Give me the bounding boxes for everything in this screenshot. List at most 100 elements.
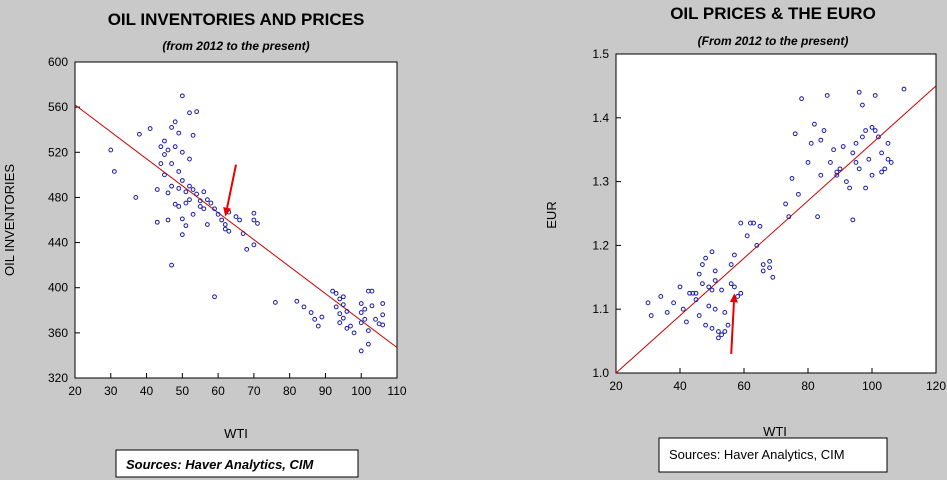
chart2-point (703, 322, 708, 328)
chart1-point (162, 152, 167, 157)
chart1-ytick-label: 400 (48, 281, 68, 295)
chart1-point (215, 211, 221, 217)
chart1-point (340, 302, 346, 308)
chart1-point (108, 147, 114, 153)
chart1-ytick-label: 560 (48, 100, 68, 114)
chart2-xtick-label: 20 (609, 379, 623, 393)
chart1-point (201, 206, 207, 212)
chart1-point (219, 217, 225, 223)
chart2-point (853, 160, 859, 165)
chart1-point (351, 330, 357, 336)
chart1-point (176, 130, 182, 136)
chart2-point (706, 284, 712, 290)
chart1-xtick-label: 110 (387, 384, 406, 398)
chart1-source-box (115, 449, 359, 478)
chart1-xtick-label: 80 (283, 384, 297, 398)
chart1-point (251, 217, 257, 223)
chart2-point (860, 102, 865, 108)
chart1-point (358, 348, 364, 354)
chart1-point (240, 231, 246, 236)
chart1-point (333, 304, 339, 310)
chart1-trendline (74, 104, 398, 348)
chart1-point (179, 216, 185, 222)
chart1-ytick-label: 600 (48, 55, 68, 69)
chart2-point (664, 309, 670, 315)
chart2-arrow-head (729, 293, 738, 303)
chart2-point (888, 160, 894, 165)
chart2-ytick-label: 1.4 (592, 111, 609, 125)
chart1-point (337, 296, 343, 302)
chart1-point (176, 186, 182, 191)
chart2-point (760, 268, 766, 274)
chart2-point (828, 160, 833, 165)
chart2-point (853, 140, 859, 146)
chart1-point (251, 210, 257, 216)
chart2-point (812, 121, 817, 127)
chart1-point (172, 119, 178, 125)
chart1-point (197, 204, 203, 209)
chart2-point (818, 172, 824, 178)
chart1-point (187, 183, 192, 189)
chart1-trendline-line (74, 104, 398, 348)
chart2-point (856, 166, 862, 172)
chart1-ytick-label: 520 (48, 145, 68, 159)
chart1-title: OIL INVENTORIES AND PRICES (108, 10, 365, 29)
chart1-point (179, 178, 185, 183)
chart2-point (869, 172, 875, 178)
chart2-point (757, 223, 763, 229)
chart1-point (137, 131, 142, 137)
chart1-point (237, 217, 242, 223)
chart2-xtick-label: 120 (926, 379, 946, 393)
chart1-point (294, 298, 300, 304)
chart1-point (187, 110, 192, 116)
chart1-arrow-shaft (226, 164, 237, 209)
chart-oil-inventories: OIL INVENTORIES AND PRICES (from 2012 to… (2, 10, 407, 478)
chart1-point (169, 161, 175, 166)
chart1-point (197, 198, 203, 204)
chart1-ytick-label: 360 (48, 326, 68, 340)
chart1-point (365, 341, 371, 347)
chart2-point (648, 313, 654, 318)
chart1-point (369, 303, 375, 309)
chart2-point (783, 201, 788, 207)
chart2-point (786, 214, 792, 220)
chart1-point (165, 190, 171, 196)
chart2-point (770, 274, 776, 280)
chart1-point (337, 320, 343, 326)
chart2-point (751, 220, 756, 226)
chart1-point (344, 325, 350, 331)
chart2-xtick-label: 80 (801, 379, 815, 393)
chart1-point (312, 316, 318, 322)
chart2-point (789, 176, 795, 181)
chart1-point (255, 220, 260, 226)
chart1-point (194, 191, 200, 197)
chart2-point (866, 156, 872, 162)
chart1-subtitle: (from 2012 to the present) (162, 39, 309, 53)
chart1-point (194, 109, 200, 115)
chart1-point (373, 316, 378, 322)
chart2-source: Sources: Haver Analytics, CIM (669, 447, 845, 462)
chart2-trendline-line (615, 85, 937, 374)
chart1-point (201, 189, 207, 195)
chart1-point (330, 288, 336, 294)
chart2-xtick-label: 40 (673, 379, 687, 393)
chart2-point (722, 329, 728, 334)
chart1-arrow-head (223, 206, 232, 217)
chart1-point (333, 290, 339, 296)
chart2-xtick-label: 100 (862, 379, 882, 393)
chart2-ytick-label: 1.5 (592, 47, 609, 61)
chart2-point (844, 179, 849, 185)
chart2-point (738, 220, 744, 226)
chart1-point (172, 201, 178, 207)
chart2-point (818, 137, 824, 143)
chart1-point (212, 294, 217, 300)
chart2-point (716, 329, 721, 334)
chart2-point (728, 262, 734, 267)
chart1-point (251, 242, 257, 248)
chart1-arrow (223, 164, 237, 217)
chart1-point (380, 312, 386, 318)
chart2-source-box (658, 437, 888, 473)
chart2-point (728, 281, 734, 287)
chart1-point (212, 206, 217, 212)
